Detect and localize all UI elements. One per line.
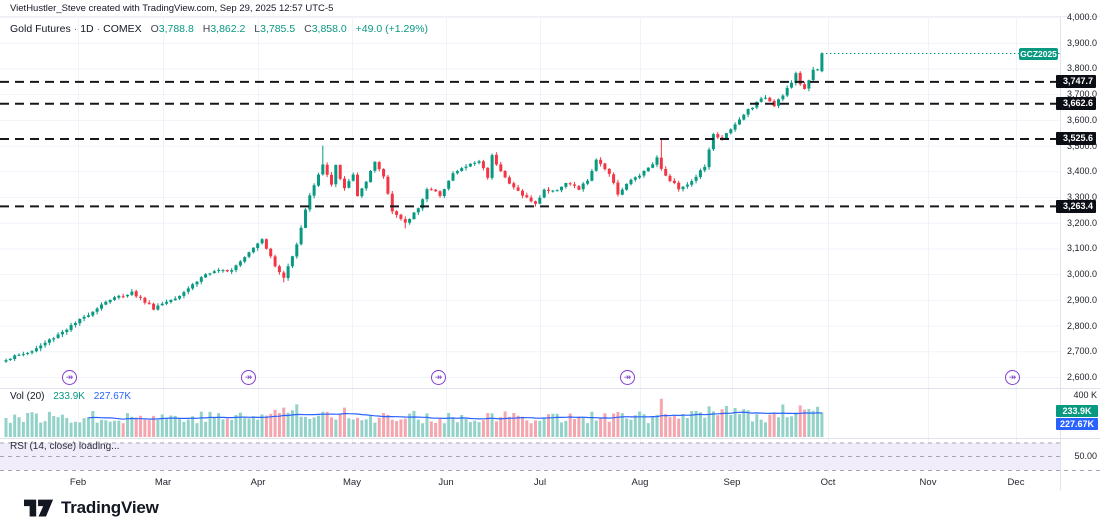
volume-ma-value: 227.67K <box>93 391 131 402</box>
event-marker-icon[interactable]: ↠ <box>1005 370 1020 385</box>
low-value: 3,785.5 <box>260 23 296 35</box>
price-tick-label: 2,600.0 <box>1066 372 1097 382</box>
exchange-label: COMEX <box>103 23 142 35</box>
rsi-indicator-title[interactable]: RSI (14, close) loading... <box>10 441 120 452</box>
price-tick-label: 2,800.0 <box>1066 320 1097 331</box>
time-axis-label[interactable]: Sep <box>723 477 741 488</box>
time-axis-label[interactable]: Nov <box>919 477 937 488</box>
price-tick-label: 3,900.0 <box>1066 37 1097 48</box>
legend-separator: · <box>73 23 78 35</box>
level-price-badge: 3,263.4 <box>1056 199 1096 213</box>
price-tick-label: 3,600.0 <box>1066 114 1097 125</box>
change-value: +49.0 (+1.29%) <box>355 23 429 35</box>
footer: TradingView <box>0 490 1100 529</box>
open-value: 3,788.8 <box>158 23 194 35</box>
rsi-axis-label: 50.00 <box>1074 451 1097 461</box>
time-axis-label[interactable]: Feb <box>69 477 87 488</box>
contract-price-badge: GCZ2025 <box>1019 47 1058 60</box>
price-tick-label: 2,700.0 <box>1066 346 1097 357</box>
time-axis-label[interactable]: Jul <box>533 477 547 488</box>
price-tick-label: 3,400.0 <box>1066 166 1097 177</box>
interval-label[interactable]: 1D <box>80 23 94 35</box>
price-tick-label: 3,700.0 <box>1066 89 1097 100</box>
level-price-badge: 3,662.6 <box>1056 97 1096 111</box>
price-tick-label: 3,000.0 <box>1066 269 1097 280</box>
event-marker-icon[interactable]: ↠ <box>620 370 635 385</box>
attribution-text: VietHustler_Steve created with TradingVi… <box>10 3 334 14</box>
volume-legend[interactable]: Vol (20) 233.9K 227.67K <box>10 391 131 403</box>
time-axis-label[interactable]: May <box>343 477 361 488</box>
event-marker-icon[interactable]: ↠ <box>62 370 77 385</box>
gridlines <box>0 17 1060 473</box>
close-label: C <box>304 23 312 35</box>
symbol-legend[interactable]: Gold Futures · 1D · COMEX O3,788.8 H3,862.2 … <box>10 23 428 35</box>
legend-separator: · <box>96 23 101 35</box>
attribution-bar: VietHustler_Steve created with TradingVi… <box>0 0 1100 17</box>
time-axis-label[interactable]: Jun <box>438 477 454 488</box>
volume-value-badge: 233.9K <box>1056 405 1098 417</box>
candle-bodies-up <box>4 53 824 362</box>
volume-bars-down <box>121 398 807 437</box>
price-tick-label: 3,500.0 <box>1066 140 1097 151</box>
time-axis-label[interactable]: Aug <box>631 477 649 488</box>
tradingview-logo-icon <box>24 499 54 517</box>
level-price-badge: 3,747.7 <box>1056 75 1096 89</box>
time-axis-label[interactable]: Apr <box>250 477 266 488</box>
tradingview-logo[interactable]: TradingView <box>24 498 159 518</box>
price-tick-label: 2,900.0 <box>1066 294 1097 305</box>
close-value: 3,858.0 <box>311 23 347 35</box>
event-marker-icon[interactable]: ↠ <box>431 370 446 385</box>
time-axis-label[interactable]: Mar <box>154 477 172 488</box>
symbol-title[interactable]: Gold Futures <box>10 23 71 35</box>
time-axis-label[interactable]: Dec <box>1007 477 1025 488</box>
price-tick-label: 3,100.0 <box>1066 243 1097 254</box>
volume-value: 233.9K <box>53 391 85 402</box>
price-tick-label: 3,200.0 <box>1066 217 1097 228</box>
candle-wicks-up <box>5 52 823 363</box>
volume-ma-line <box>88 411 822 420</box>
low-label: L <box>254 23 261 35</box>
price-tick-label: 3,300.0 <box>1066 192 1097 202</box>
price-tick-label: 3,800.0 <box>1066 63 1097 74</box>
rsi-legend[interactable]: RSI (14, close) loading... <box>10 441 120 453</box>
volume-indicator-title[interactable]: Vol (20) <box>10 391 45 402</box>
volume-bars-up <box>4 404 824 437</box>
volume-axis-label: 400 K <box>1073 390 1097 400</box>
volume-ma-value-badge: 227.67K <box>1056 418 1098 430</box>
high-label: H <box>202 23 211 35</box>
time-axis-label[interactable]: Oct <box>820 477 836 488</box>
open-label: O <box>150 23 159 35</box>
candle-bodies-down <box>121 73 807 310</box>
event-marker-icon[interactable]: ↠ <box>241 370 256 385</box>
level-price-badge: 3,525.6 <box>1056 132 1096 146</box>
high-value: 3,862.2 <box>210 23 246 35</box>
tradingview-brand-text: TradingView <box>61 498 159 517</box>
price-tick-label: 4,000.0 <box>1066 12 1097 22</box>
